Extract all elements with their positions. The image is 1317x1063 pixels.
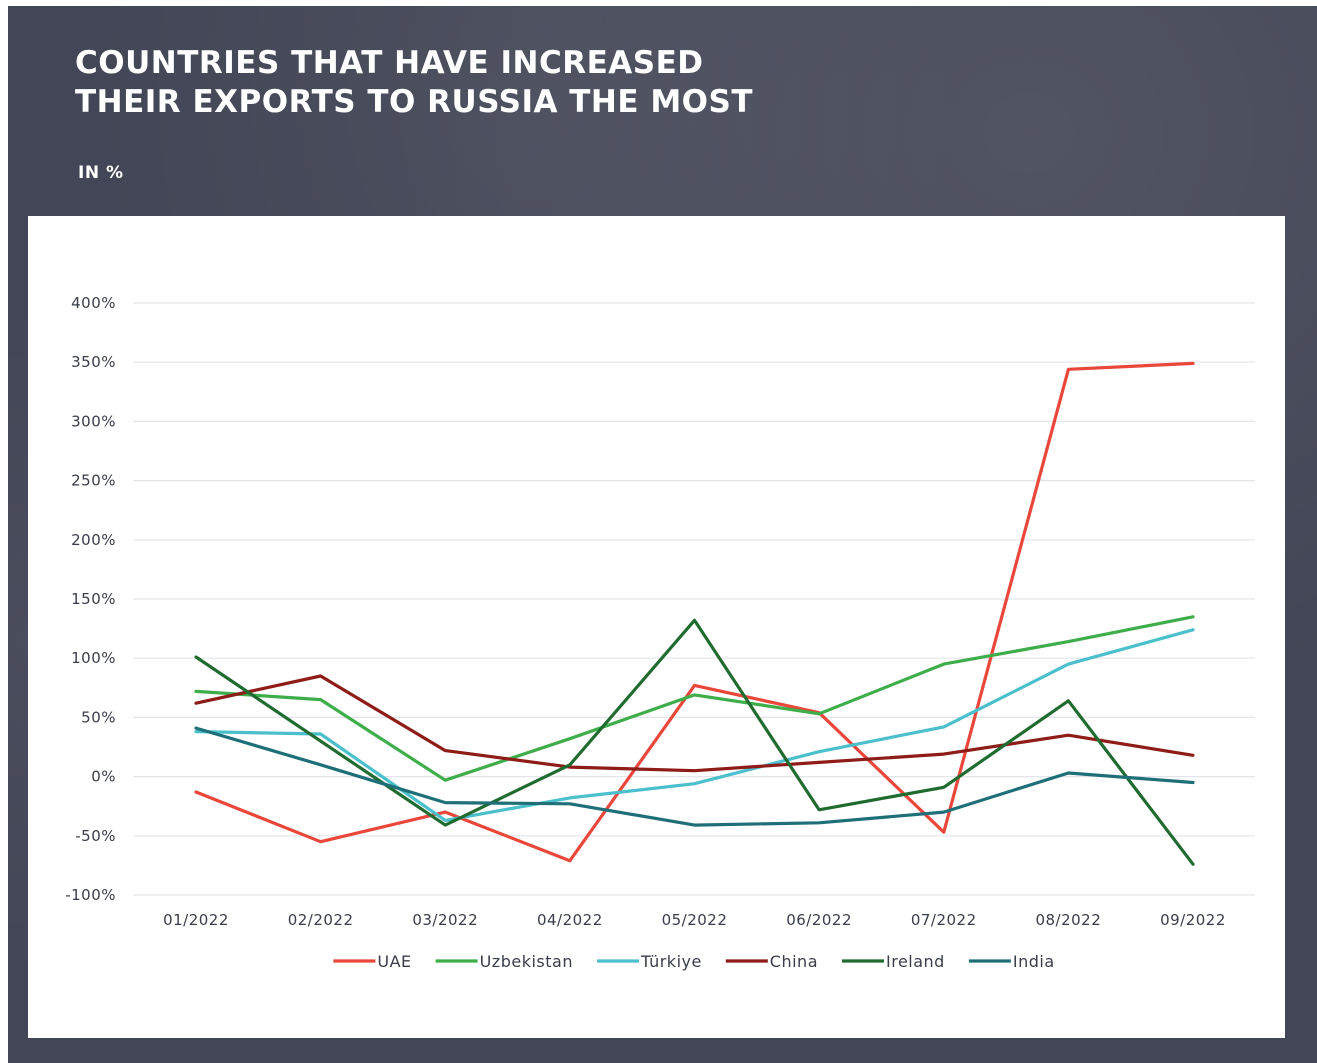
y-tick-label: 250% (71, 472, 116, 490)
x-tick-label: 02/2022 (288, 911, 354, 929)
y-tick-label: -50% (75, 827, 116, 845)
legend-label: China (770, 952, 818, 971)
y-tick-label: 400% (71, 294, 116, 312)
y-tick-label: 100% (71, 649, 116, 667)
x-tick-label: 09/2022 (1160, 911, 1226, 929)
series-line-china (194, 674, 1195, 773)
x-axis-ticks: 01/2022 02/2022 03/2022 04/2022 05/2022 06/20… (163, 911, 1226, 929)
series-line-india (194, 726, 1195, 827)
series-lines (194, 361, 1195, 866)
line-chart: -100% -50% 0% 50% 100% 150% 200% 250% 300% 350% 40… (65, 294, 1255, 971)
chart-subtitle: IN % (78, 163, 124, 183)
y-axis-ticks: -100% -50% 0% 50% 100% 150% 200% 250% 300% 350% 40… (65, 294, 116, 904)
legend-label: India (1013, 952, 1055, 971)
x-tick-label: 07/2022 (911, 911, 977, 929)
y-tick-label: 0% (91, 768, 116, 786)
x-tick-label: 06/2022 (786, 911, 852, 929)
chart-title-line-2: THEIR EXPORTS TO RUSSIA THE MOST (75, 84, 754, 120)
legend-label: Ireland (886, 952, 945, 971)
y-tick-label: 350% (71, 353, 116, 371)
y-tick-label: -100% (65, 886, 116, 904)
y-tick-label: 50% (81, 708, 116, 726)
legend-item-uzbekistan: Uzbekistan (435, 952, 573, 971)
series-line-uzbekistan (194, 615, 1195, 782)
legend: UAE Uzbekistan Türkiye China Ireland India (333, 952, 1054, 971)
legend-item-india: India (968, 952, 1055, 971)
series-line-türkiye (194, 628, 1195, 823)
y-tick-label: 200% (71, 531, 116, 549)
x-tick-label: 04/2022 (537, 911, 603, 929)
legend-item-türkiye: Türkiye (597, 952, 702, 971)
y-tick-label: 150% (71, 590, 116, 608)
x-tick-label: 05/2022 (662, 911, 728, 929)
series-line-ireland (194, 618, 1195, 866)
legend-label: Uzbekistan (480, 952, 573, 971)
x-tick-label: 01/2022 (163, 911, 229, 929)
legend-label: Türkiye (640, 952, 702, 971)
legend-item-uae: UAE (333, 952, 411, 971)
grid-lines (133, 302, 1255, 896)
x-tick-label: 03/2022 (412, 911, 478, 929)
chart-title: COUNTRIES THAT HAVE INCREASED THEIR EXPO… (75, 44, 975, 122)
legend-label: UAE (377, 952, 411, 971)
x-tick-label: 08/2022 (1035, 911, 1101, 929)
legend-item-ireland: Ireland (842, 952, 945, 971)
series-line-uae (194, 361, 1195, 863)
y-tick-label: 300% (71, 412, 116, 430)
legend-item-china: China (725, 952, 818, 971)
chart-panel: -100% -50% 0% 50% 100% 150% 200% 250% 300% 350% 40… (28, 216, 1285, 1038)
chart-title-line-1: COUNTRIES THAT HAVE INCREASED (75, 45, 704, 81)
